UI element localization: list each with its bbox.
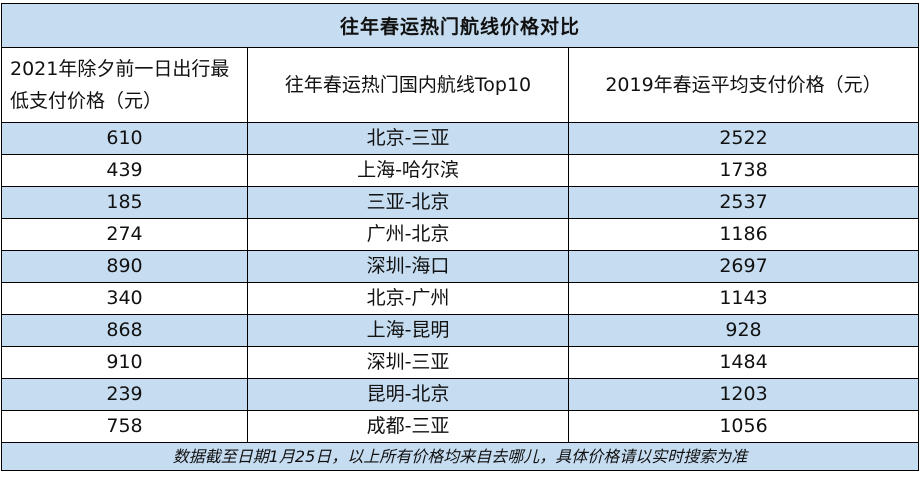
- cell-2021-price: 239: [1, 378, 248, 411]
- cell-2019-price: 1484: [567, 346, 920, 379]
- price-comparison-sheet: 往年春运热门航线价格对比 2021年除夕前一日出行最低支付价格（元） 往年春运热…: [0, 3, 920, 494]
- table-footnote: 数据截至日期1月25日，以上所有价格均来自去哪儿，具体价格请以实时搜索为准: [0, 442, 920, 471]
- table-row: 239 昆明-北京 1203: [1, 378, 920, 411]
- cell-route: 上海-哈尔滨: [247, 154, 569, 187]
- table-row: 868 上海-昆明 928: [1, 314, 920, 347]
- table-row: 758 成都-三亚 1056: [1, 410, 920, 443]
- cell-2021-price: 274: [1, 218, 248, 251]
- table-row: 340 北京-广州 1143: [1, 282, 920, 315]
- header-cell-route: 往年春运热门国内航线Top10: [247, 47, 569, 123]
- cell-2019-price: 1186: [567, 218, 920, 251]
- cell-2019-price: 1203: [567, 378, 920, 411]
- cell-route: 深圳-海口: [247, 250, 569, 283]
- cell-2019-price: 2537: [567, 186, 920, 219]
- cell-2019-price: 2522: [567, 122, 920, 155]
- price-comparison-table: 往年春运热门航线价格对比 2021年除夕前一日出行最低支付价格（元） 往年春运热…: [0, 3, 920, 471]
- cell-2019-price: 1056: [567, 410, 920, 443]
- table-row: 185 三亚-北京 2537: [1, 186, 920, 219]
- cell-route: 上海-昆明: [247, 314, 569, 347]
- table-title: 往年春运热门航线价格对比: [0, 3, 920, 48]
- cell-route: 广州-北京: [247, 218, 569, 251]
- cell-2021-price: 185: [1, 186, 248, 219]
- cell-2019-price: 2697: [567, 250, 920, 283]
- cell-route: 成都-三亚: [247, 410, 569, 443]
- table-row: 274 广州-北京 1186: [1, 218, 920, 251]
- cell-route: 三亚-北京: [247, 186, 569, 219]
- table-row: 610 北京-三亚 2522: [1, 122, 920, 155]
- table-row: 439 上海-哈尔滨 1738: [1, 154, 920, 187]
- header-cell-2021-lowest-price: 2021年除夕前一日出行最低支付价格（元）: [1, 47, 248, 123]
- cell-2021-price: 890: [1, 250, 248, 283]
- cell-2021-price: 439: [1, 154, 248, 187]
- cell-2019-price: 928: [567, 314, 920, 347]
- table-row: 890 深圳-海口 2697: [1, 250, 920, 283]
- cell-2021-price: 340: [1, 282, 248, 315]
- cell-2021-price: 910: [1, 346, 248, 379]
- cell-2019-price: 1143: [567, 282, 920, 315]
- cell-route: 深圳-三亚: [247, 346, 569, 379]
- cell-2021-price: 758: [1, 410, 248, 443]
- cell-route: 北京-三亚: [247, 122, 569, 155]
- header-cell-2019-average-price: 2019年春运平均支付价格（元）: [567, 47, 920, 123]
- cell-2021-price: 610: [1, 122, 248, 155]
- cell-2021-price: 868: [1, 314, 248, 347]
- cell-route: 北京-广州: [247, 282, 569, 315]
- cell-2019-price: 1738: [567, 154, 920, 187]
- cell-route: 昆明-北京: [247, 378, 569, 411]
- header-row: 2021年除夕前一日出行最低支付价格（元） 往年春运热门国内航线Top10 20…: [1, 47, 920, 123]
- table-row: 910 深圳-三亚 1484: [1, 346, 920, 379]
